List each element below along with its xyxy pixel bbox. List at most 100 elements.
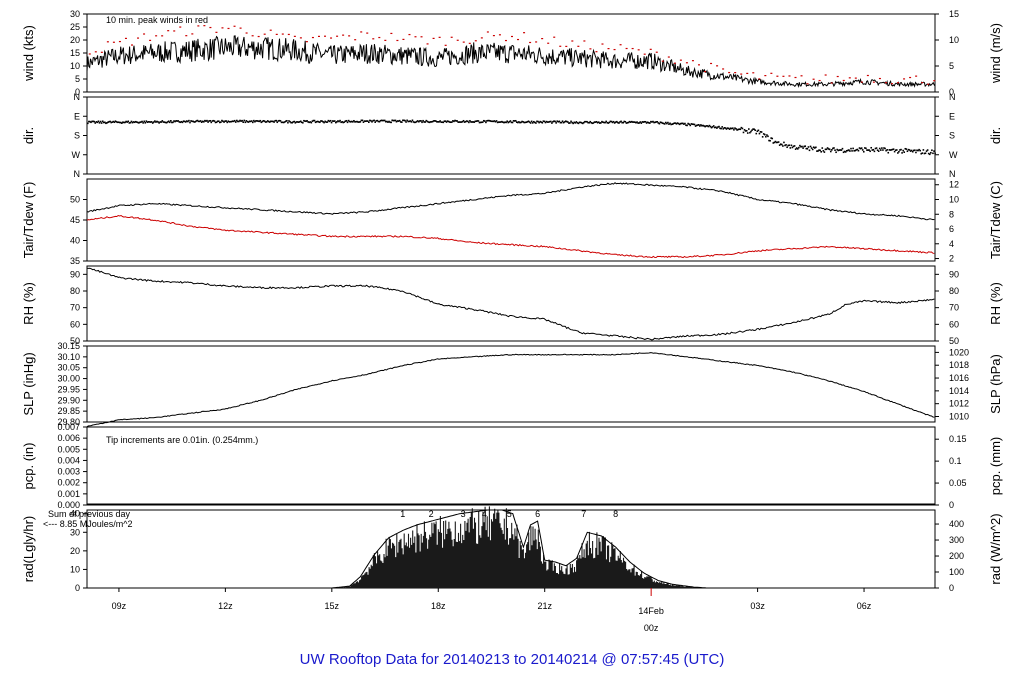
dir-point (831, 149, 833, 151)
dir-point (111, 121, 114, 123)
dir-point (562, 121, 565, 124)
dir-point (727, 127, 730, 130)
dir-point (396, 120, 399, 122)
dir-point (848, 149, 850, 151)
rh-line (86, 267, 935, 341)
dir-point (854, 149, 857, 152)
dir-point (209, 119, 212, 122)
dir-point (849, 150, 851, 152)
dir-point (354, 121, 356, 123)
dir-point (580, 122, 583, 124)
dir-point (750, 130, 752, 133)
wind-peak-mark (408, 33, 411, 36)
dir-point (428, 121, 431, 124)
dir-point (152, 121, 155, 123)
dir-point (649, 122, 651, 124)
dir-point (250, 120, 253, 122)
dir-point (443, 120, 446, 123)
dir-point (482, 119, 485, 122)
dir-point (654, 121, 656, 124)
slp-tick-label-right: 1010 (949, 412, 969, 422)
wind-peak-mark (577, 45, 580, 47)
dir-point (388, 120, 390, 123)
dir-point (188, 119, 190, 122)
dir-point (270, 120, 272, 123)
dir-point (345, 119, 348, 122)
temp-ylabel-left: Tair/Tdew (F) (21, 182, 36, 259)
dir-point (397, 120, 400, 122)
dir-point (777, 141, 780, 143)
dir-point (759, 131, 762, 133)
dir-point (307, 121, 309, 123)
dir-point (577, 122, 580, 125)
meteogram-chart: wind (kts) wind (m/s) dir. dir. Tair/Tdew (F… (21, 9, 1003, 633)
dir-point (275, 119, 278, 122)
dir-point (162, 121, 165, 123)
dir-point (634, 121, 636, 123)
dir-point (329, 119, 332, 122)
dir-point (431, 120, 434, 123)
temp-tick-label-left: 50 (70, 195, 80, 205)
dir-point (676, 122, 679, 124)
dir-point (179, 121, 182, 124)
dir-point (290, 121, 292, 124)
dir-point (914, 149, 916, 152)
dir-point (227, 120, 230, 123)
dir-point (816, 150, 818, 152)
wind-peak-mark (209, 26, 212, 29)
dir-point (706, 125, 709, 127)
wind-peak-mark (118, 40, 121, 43)
dir-point (915, 151, 917, 154)
dir-point (920, 152, 923, 155)
dir-point (610, 120, 613, 123)
wind-peak-mark (324, 35, 327, 37)
dir-point (222, 120, 224, 123)
dir-point (212, 119, 215, 122)
wind-peak-mark (758, 78, 761, 80)
dir-point (231, 120, 234, 123)
dir-point (574, 122, 577, 124)
dir-point (812, 146, 815, 149)
dir-point (711, 126, 714, 128)
dir-point (555, 122, 557, 124)
wind-peak-mark (185, 35, 188, 37)
dir-point (391, 119, 394, 122)
rh-tick-label-right: 90 (949, 269, 959, 279)
dir-point (217, 120, 220, 122)
dir-point (713, 126, 716, 129)
dir-point (512, 120, 515, 122)
dir-point (132, 121, 135, 123)
dir-point (722, 128, 725, 130)
dir-point (826, 147, 829, 149)
dir-point (193, 121, 196, 123)
dir-point (215, 121, 218, 124)
dir-point (809, 145, 812, 148)
dir-point (89, 120, 91, 123)
dir-point (223, 121, 225, 123)
x-tick-label: 09z (112, 601, 127, 611)
dir-tick-label-left: N (74, 169, 81, 179)
dir-point (266, 120, 269, 122)
dir-point (927, 152, 930, 155)
dir-point (707, 125, 710, 128)
dir-point (149, 121, 152, 123)
dir-point (295, 121, 298, 123)
dir-point (902, 149, 904, 152)
dir-point (568, 122, 570, 124)
rh-tick-label-left: 80 (70, 286, 80, 296)
dir-point (843, 150, 846, 153)
dir-point (182, 120, 185, 122)
dir-point (376, 119, 379, 122)
wind-peak-mark (438, 36, 441, 38)
wind-peak-mark (559, 45, 562, 47)
wind-peak-mark (179, 26, 182, 28)
dir-point (898, 150, 900, 153)
dir-point (303, 119, 305, 122)
dir-point (398, 119, 401, 122)
wind-peak-mark (251, 35, 254, 37)
dir-point (506, 120, 508, 123)
dir-point (342, 121, 345, 124)
wind-peak-mark (342, 34, 345, 36)
dir-point (498, 121, 501, 123)
dir-point (638, 122, 640, 124)
